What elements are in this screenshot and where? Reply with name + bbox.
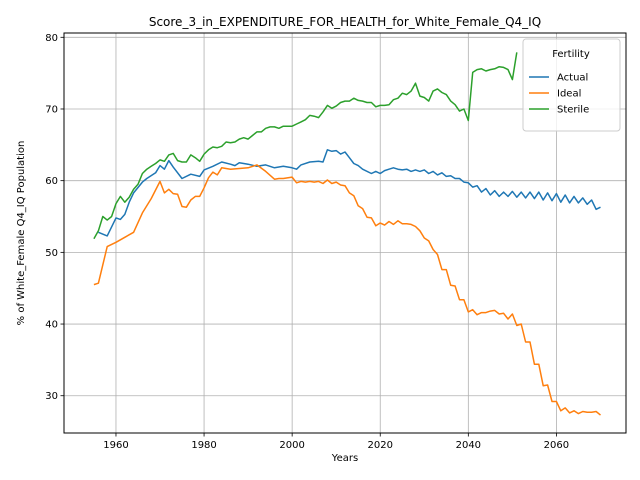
legend-items: Actual Ideal Sterile [529, 73, 589, 116]
y-tick-label: 60 [45, 176, 58, 187]
legend: Fertility Actual Ideal Sterile [522, 38, 621, 132]
y-axis-title: % of White_Female Q4_IQ Population [16, 141, 27, 326]
plot-area-frame [63, 32, 627, 434]
x-tick-label: 1980 [191, 440, 216, 451]
legend-label-sterile: Sterile [557, 105, 589, 116]
x-axis-title: Years [331, 453, 358, 464]
x-tick-label: 2020 [368, 440, 393, 451]
y-tick-label: 30 [45, 391, 58, 402]
legend-label-actual: Actual [557, 73, 588, 84]
y-tick-label: 70 [45, 104, 58, 115]
x-tick-label: 2040 [456, 440, 481, 451]
series-line-sterile [93, 52, 518, 240]
y-tick-label: 80 [45, 33, 58, 44]
x-tick-label: 2060 [544, 440, 569, 451]
axis-ticks: 1960 1980 2000 2020 2040 2060 30 40 50 60 70 80 [45, 33, 569, 451]
legend-title: Fertility [552, 49, 590, 60]
series-line-actual [98, 149, 601, 237]
chart-title: Score_3_in_EXPENDITURE_FOR_HEALTH_for_Wh… [149, 15, 541, 29]
x-tick-label: 1960 [103, 440, 128, 451]
series-line-ideal [93, 164, 601, 416]
x-tick-label: 2000 [279, 440, 304, 451]
legend-box [522, 38, 621, 132]
y-tick-label: 50 [45, 248, 58, 259]
y-tick-label: 40 [45, 320, 58, 331]
legend-label-ideal: Ideal [557, 89, 581, 100]
series-lines [93, 52, 601, 416]
